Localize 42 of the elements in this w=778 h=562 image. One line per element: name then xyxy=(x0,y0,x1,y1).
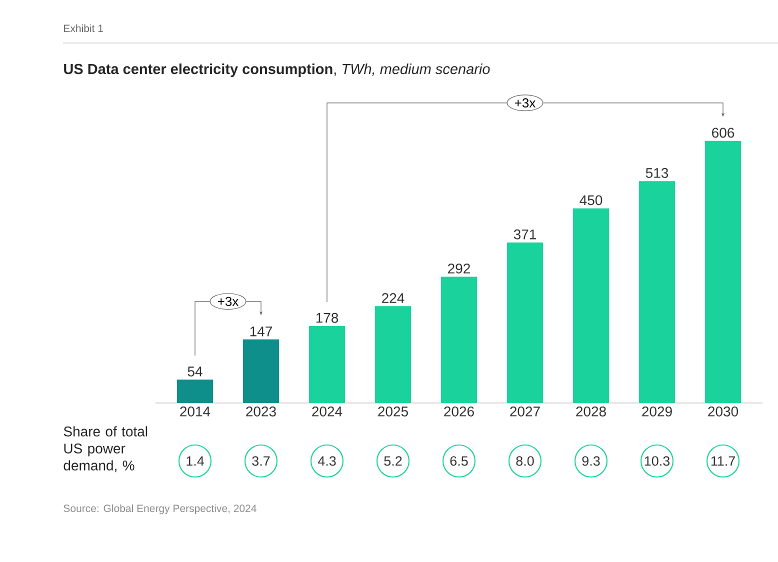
data-label: 292 xyxy=(448,264,470,274)
bar xyxy=(243,339,280,403)
text: 9.3 xyxy=(582,456,600,466)
x-tick-label: 2024 xyxy=(312,406,342,416)
annotation: +3x xyxy=(218,296,239,306)
x-tick-label: 2014 xyxy=(180,406,210,416)
text: 10.3 xyxy=(644,456,670,466)
bar xyxy=(507,242,544,403)
data-label: 54 xyxy=(188,366,202,376)
data-label: 224 xyxy=(382,293,404,303)
x-tick-label: 2027 xyxy=(510,406,540,416)
text: +3x xyxy=(514,98,536,108)
bar xyxy=(705,140,742,403)
x-tick-label: 2026 xyxy=(444,406,474,416)
bar xyxy=(375,306,412,403)
bar xyxy=(177,380,214,403)
text: 11.7 xyxy=(711,456,735,466)
text: 3.7 xyxy=(252,456,270,466)
data-label: 513 xyxy=(646,168,668,178)
data-label: 450 xyxy=(580,195,602,206)
text: Share of total US power demand, % xyxy=(64,426,148,472)
x-tick-label: 2028 xyxy=(576,406,606,416)
text: 8.0 xyxy=(516,456,534,466)
data-label: 371 xyxy=(514,229,536,240)
source-note: Source: Global Energy Perspective, 2024 xyxy=(64,504,256,514)
x-tick-label: 2025 xyxy=(378,406,408,416)
x-tick-label: 2030 xyxy=(708,406,738,416)
text: 5.2 xyxy=(384,456,402,466)
x-tick-label: 2029 xyxy=(642,406,672,416)
x-tick-label: 2023 xyxy=(246,406,276,416)
bar xyxy=(639,181,676,403)
data-label: 147 xyxy=(250,326,272,336)
chart-title: US Data center electricity consumption, TWh, medium scenario xyxy=(64,63,490,78)
text: Exhibit 1 xyxy=(64,24,103,32)
text: 4.3 xyxy=(318,456,336,466)
bar xyxy=(573,208,610,403)
data-label: 178 xyxy=(316,312,338,323)
data-label: 606 xyxy=(712,128,734,138)
bar xyxy=(441,276,478,403)
bar xyxy=(309,326,346,403)
text: 1.4 xyxy=(186,456,204,466)
text: 6.5 xyxy=(450,456,468,466)
